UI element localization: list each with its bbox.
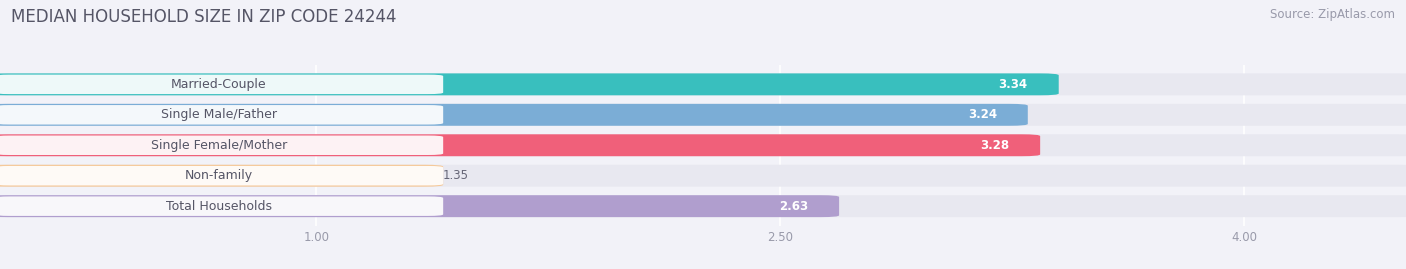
FancyBboxPatch shape <box>0 166 443 185</box>
FancyBboxPatch shape <box>0 196 443 216</box>
FancyBboxPatch shape <box>0 104 1406 126</box>
Text: 3.34: 3.34 <box>998 78 1028 91</box>
FancyBboxPatch shape <box>0 134 1406 156</box>
FancyBboxPatch shape <box>0 104 1028 126</box>
FancyBboxPatch shape <box>0 165 443 187</box>
Text: Married-Couple: Married-Couple <box>172 78 267 91</box>
Text: 1.35: 1.35 <box>443 169 470 182</box>
FancyBboxPatch shape <box>0 75 443 94</box>
Text: 3.24: 3.24 <box>967 108 997 121</box>
Text: 2.63: 2.63 <box>779 200 808 213</box>
Text: Non-family: Non-family <box>184 169 253 182</box>
FancyBboxPatch shape <box>0 195 1406 217</box>
FancyBboxPatch shape <box>0 73 1406 95</box>
Text: Single Male/Father: Single Male/Father <box>160 108 277 121</box>
Text: Single Female/Mother: Single Female/Mother <box>150 139 287 152</box>
FancyBboxPatch shape <box>0 73 1059 95</box>
FancyBboxPatch shape <box>0 195 839 217</box>
Text: 3.28: 3.28 <box>980 139 1010 152</box>
FancyBboxPatch shape <box>0 136 443 155</box>
FancyBboxPatch shape <box>0 105 443 125</box>
FancyBboxPatch shape <box>0 165 1406 187</box>
FancyBboxPatch shape <box>0 134 1040 156</box>
Text: Source: ZipAtlas.com: Source: ZipAtlas.com <box>1270 8 1395 21</box>
Text: Total Households: Total Households <box>166 200 271 213</box>
Text: MEDIAN HOUSEHOLD SIZE IN ZIP CODE 24244: MEDIAN HOUSEHOLD SIZE IN ZIP CODE 24244 <box>11 8 396 26</box>
